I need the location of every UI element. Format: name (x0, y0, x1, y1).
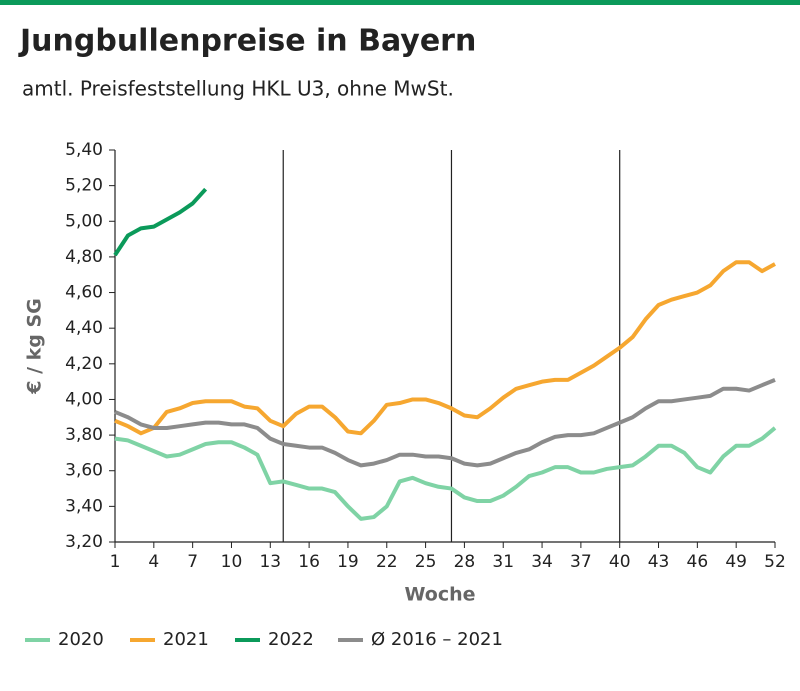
legend-label: 2021 (163, 629, 209, 650)
y-tick-label: 5,00 (65, 211, 103, 231)
series-line (114, 260, 776, 436)
x-tick-label: 16 (298, 552, 320, 572)
x-tick-label: 19 (337, 552, 359, 572)
y-tick-label: 4,00 (65, 389, 103, 409)
x-tick-label: 52 (764, 552, 786, 572)
x-tick-label: 40 (609, 552, 631, 572)
x-tick-label: 49 (725, 552, 747, 572)
series-line (114, 426, 777, 521)
y-tick-label: 5,20 (65, 176, 103, 196)
x-tick-label: 34 (531, 552, 553, 572)
x-tick-label: 46 (687, 552, 709, 572)
x-axis-label: Woche (404, 584, 475, 606)
y-tick-label: 3,80 (65, 425, 103, 445)
legend-label: Ø 2016 – 2021 (371, 629, 503, 650)
x-tick-label: 31 (492, 552, 514, 572)
x-tick-label: 28 (454, 552, 476, 572)
x-tick-label: 10 (221, 552, 243, 572)
legend-label: 2020 (58, 629, 104, 650)
y-tick-label: 5,40 (65, 140, 103, 160)
series-line (113, 187, 208, 257)
chart-title: Jungbullenpreise in Bayern (18, 24, 476, 59)
y-tick-label: 4,60 (65, 283, 103, 303)
x-tick-label: 4 (148, 552, 159, 572)
x-tick-label: 13 (259, 552, 281, 572)
x-tick-label: 37 (570, 552, 592, 572)
y-tick-label: 4,80 (65, 247, 103, 267)
y-tick-label: 4,40 (65, 318, 103, 338)
y-tick-label: 3,20 (65, 532, 103, 552)
y-tick-label: 3,40 (65, 496, 103, 516)
top-bar (0, 0, 800, 5)
chart-subtitle: amtl. Preisfeststellung HKL U3, ohne MwS… (22, 77, 454, 101)
legend-label: 2022 (268, 629, 314, 650)
x-tick-label: 43 (648, 552, 670, 572)
x-tick-label: 7 (187, 552, 198, 572)
x-tick-label: 1 (110, 552, 121, 572)
x-tick-label: 22 (376, 552, 398, 572)
x-tick-label: 25 (415, 552, 437, 572)
y-tick-label: 3,60 (65, 461, 103, 481)
series-line (114, 378, 776, 468)
y-axis-label: € / kg SG (24, 298, 46, 395)
y-tick-label: 4,20 (65, 354, 103, 374)
